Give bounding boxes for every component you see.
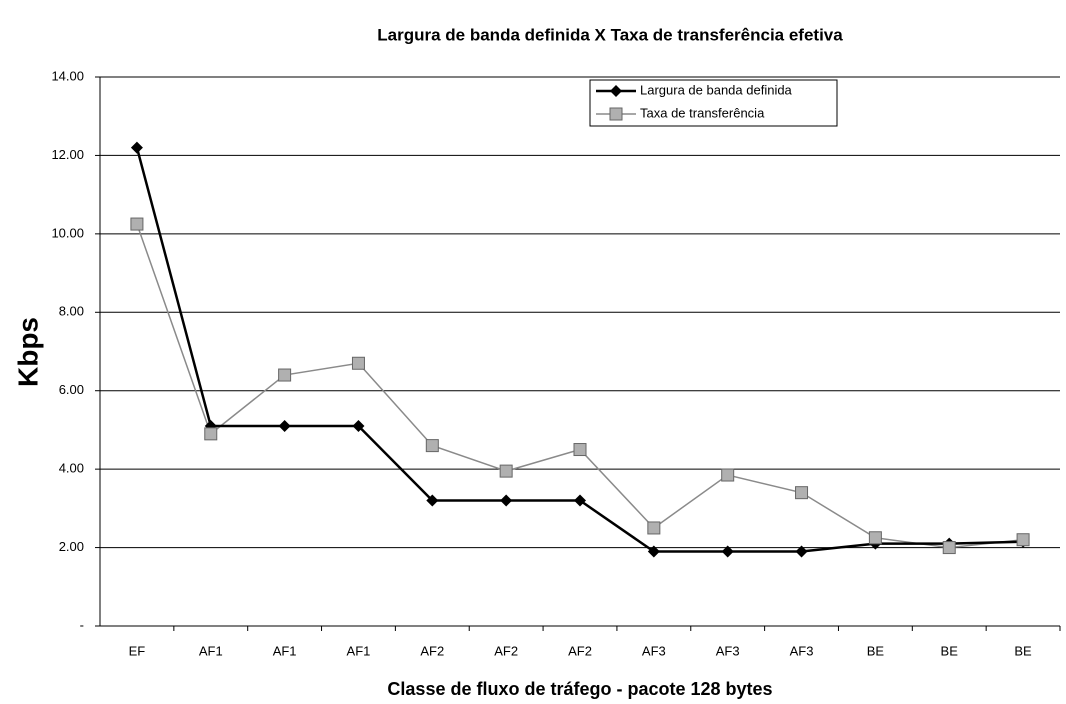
point [610, 85, 622, 97]
y-tick-label: 4.00 [59, 461, 84, 476]
point [647, 521, 661, 535]
x-tick-label: BE [941, 643, 959, 658]
x-tick-label: AF2 [420, 643, 444, 658]
y-tick-label: - [80, 617, 84, 632]
x-tick-label: BE [1014, 643, 1032, 658]
y-tick-label: 6.00 [59, 382, 84, 397]
point [352, 420, 365, 433]
point [278, 368, 292, 382]
point [942, 541, 956, 555]
point [130, 217, 144, 231]
point [351, 356, 365, 370]
x-tick-label: AF3 [716, 643, 740, 658]
point [573, 443, 587, 457]
legend-box [589, 79, 838, 127]
point [795, 486, 809, 500]
point [868, 531, 882, 545]
point [499, 464, 513, 478]
y-tick-label: 14.00 [51, 68, 84, 83]
chart-title: Largura de banda definida X Taxa de tran… [377, 25, 843, 44]
y-tick-label: 8.00 [59, 304, 84, 319]
y-axis-label: Kbps [12, 317, 43, 387]
x-tick-label: AF1 [347, 643, 371, 658]
point [425, 439, 439, 453]
point [278, 420, 291, 433]
y-tick-label: 2.00 [59, 539, 84, 554]
point [795, 545, 808, 558]
x-tick-label: BE [867, 643, 885, 658]
point [1016, 533, 1030, 547]
x-tick-label: EF [129, 643, 146, 658]
point [426, 494, 439, 507]
point [574, 494, 586, 507]
legend-label: Largura de banda definida [640, 82, 793, 97]
x-tick-label: AF1 [199, 643, 223, 658]
x-tick-label: AF2 [568, 643, 592, 658]
point [204, 427, 218, 441]
x-tick-label: AF3 [642, 643, 666, 658]
x-tick-label: AF3 [790, 643, 814, 658]
x-axis-label: Classe de fluxo de tráfego - pacote 128 … [387, 679, 772, 699]
x-tick-label: AF1 [273, 643, 297, 658]
series-line [135, 147, 1024, 553]
y-tick-label: 10.00 [51, 225, 84, 240]
legend-label: Taxa de transferência [640, 105, 765, 120]
point [721, 468, 735, 482]
point [130, 141, 143, 154]
x-tick-label: AF2 [494, 643, 518, 658]
y-tick-label: 12.00 [51, 147, 84, 162]
point [721, 545, 734, 558]
point [500, 494, 513, 507]
point [609, 107, 623, 121]
point [647, 545, 660, 558]
